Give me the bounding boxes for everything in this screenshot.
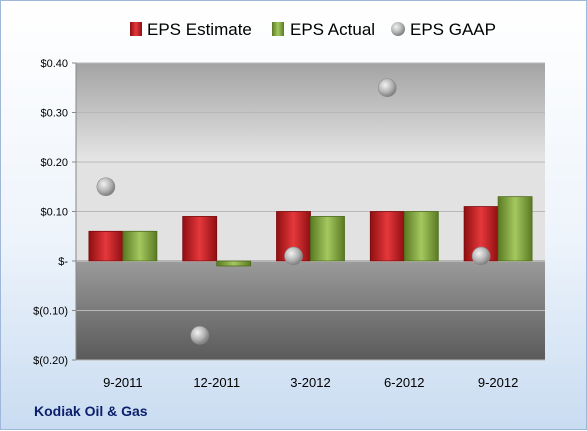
point-eps-gaap xyxy=(284,246,303,266)
y-tick-label: $0.10 xyxy=(40,207,68,219)
y-tick-label: $(0.20) xyxy=(33,355,68,367)
bar-eps-actual xyxy=(497,196,533,262)
gaap-points xyxy=(96,78,491,345)
bar-eps-estimate xyxy=(369,211,405,262)
x-tick-label: 6-2012 xyxy=(384,375,424,390)
bar-eps-actual xyxy=(216,260,252,267)
legend-swatch-estimate xyxy=(130,22,142,36)
x-tick-label: 9-2011 xyxy=(103,375,143,390)
legend-swatch-actual xyxy=(272,22,284,36)
y-tick-label: $0.40 xyxy=(40,58,68,70)
x-tick-label: 9-2012 xyxy=(478,375,518,390)
y-tick-label: $0.30 xyxy=(40,108,68,120)
legend-label-estimate: EPS Estimate xyxy=(147,20,252,39)
point-eps-gaap xyxy=(377,78,397,98)
y-axis: $0.40 $0.30 $0.20 $0.10 $- $(0.10) $(0.20) xyxy=(33,58,77,367)
legend-swatch-gaap xyxy=(391,22,405,36)
legend-label-actual: EPS Actual xyxy=(290,20,375,39)
x-tick-label: 12-2011 xyxy=(193,375,240,390)
point-eps-gaap xyxy=(190,325,209,345)
y-tick-label: $- xyxy=(58,256,68,268)
legend-label-gaap: EPS GAAP xyxy=(410,20,496,39)
bar-eps-estimate xyxy=(88,230,124,262)
bar-eps-actual xyxy=(310,216,345,262)
y-tick-label: $0.20 xyxy=(40,157,68,169)
bar-eps-estimate xyxy=(182,216,218,262)
y-tick-label: $(0.10) xyxy=(33,306,68,318)
bar-eps-actual xyxy=(403,211,439,262)
bars xyxy=(88,196,533,267)
x-axis: 9-2011 12-2011 3-2012 6-2012 9-2012 xyxy=(103,375,518,390)
company-name: Kodiak Oil & Gas xyxy=(34,403,148,419)
legend: EPS Estimate EPS Actual EPS GAAP xyxy=(130,20,496,39)
point-eps-gaap xyxy=(96,177,116,197)
bar-eps-actual xyxy=(122,230,158,262)
x-tick-label: 3-2012 xyxy=(290,375,330,390)
point-eps-gaap xyxy=(471,246,491,266)
